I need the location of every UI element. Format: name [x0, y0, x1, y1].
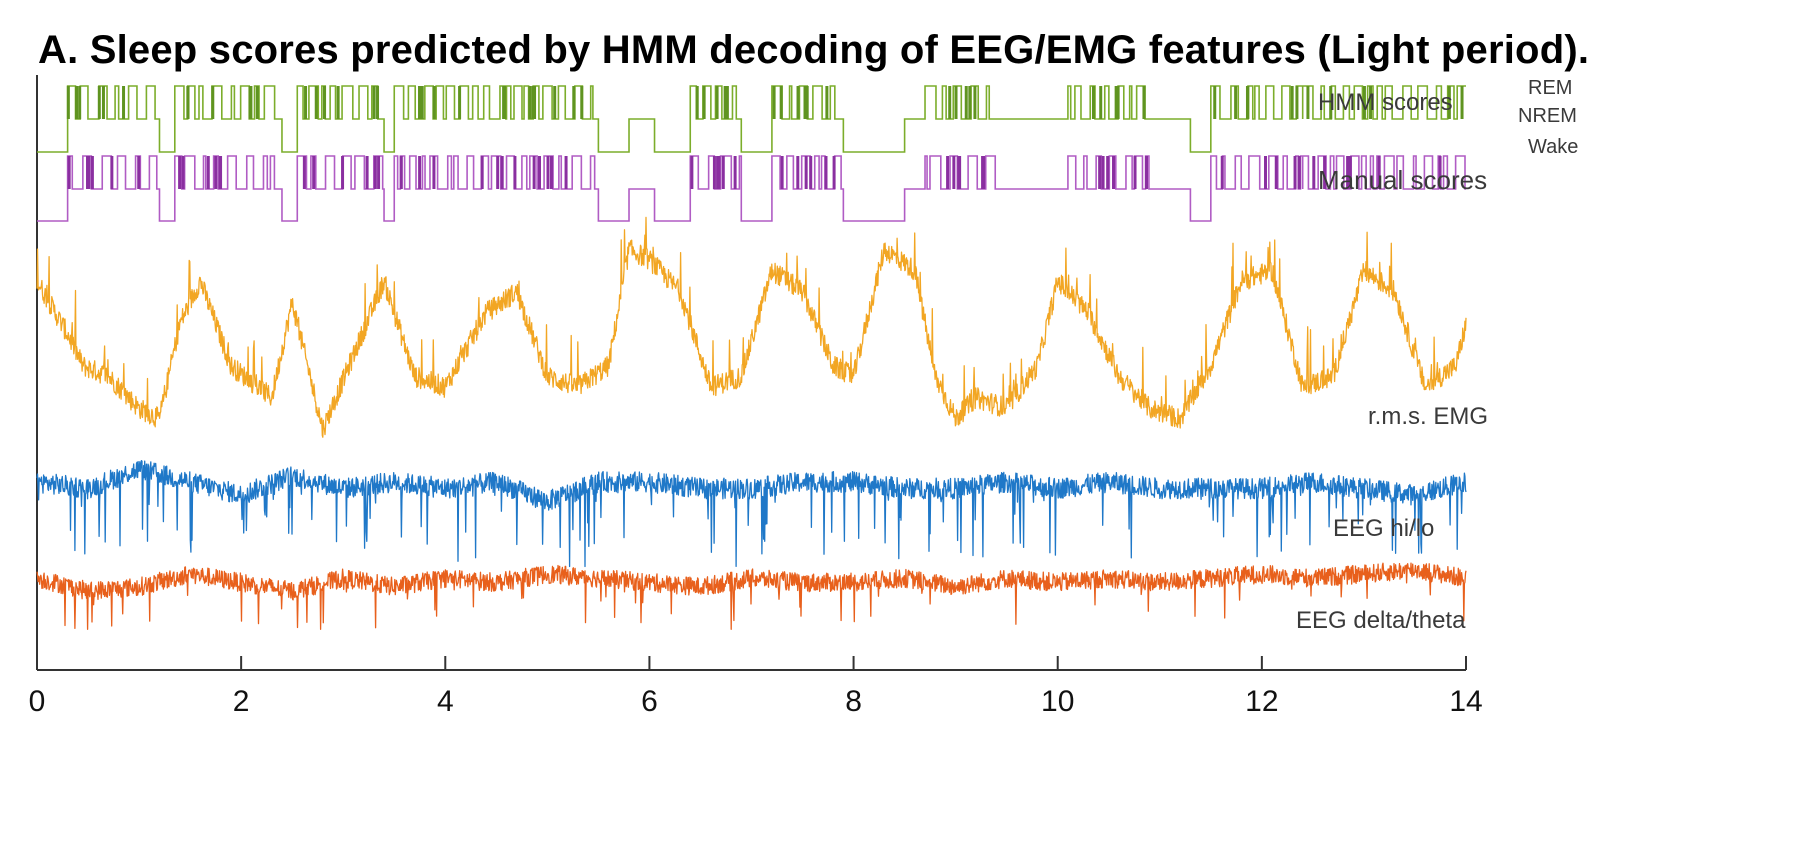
x-tick-label: 14 — [1449, 685, 1482, 718]
hypnogram-dense-marks — [67, 156, 1442, 189]
state-label-rem: REM — [1528, 77, 1572, 99]
x-tick-label: 6 — [641, 685, 658, 718]
manual-scores-label: Manual scores — [1318, 165, 1487, 195]
eeg-delta-theta-trace — [36, 562, 1467, 630]
state-label-nrem: NREM — [1518, 105, 1577, 127]
state-label-wake: Wake — [1528, 136, 1578, 158]
hypnogram-dense-marks — [66, 86, 1464, 119]
hypnogram-line — [37, 155, 1466, 222]
eeg-delta-theta-label: EEG delta/theta — [1296, 607, 1466, 634]
emg-trace — [36, 216, 1467, 438]
x-tick-label: 4 — [437, 685, 454, 718]
x-tick-label: 2 — [233, 685, 250, 718]
chart-title: A. Sleep scores predicted by HMM decodin… — [38, 28, 1590, 72]
eeg-hilo-trace — [36, 459, 1467, 568]
hypnogram-line — [37, 85, 1466, 153]
x-tick-label: 8 — [845, 685, 862, 718]
eeg-hilo-label: EEG hi/lo — [1333, 515, 1434, 542]
trace-labels: REM HMM scores NREM Wake Manual scores r… — [1296, 77, 1578, 634]
axes — [36, 75, 1466, 671]
emg-label: r.m.s. EMG — [1368, 403, 1488, 430]
x-tick-label: 10 — [1041, 685, 1074, 718]
traces — [36, 85, 1467, 630]
x-axis-ticks: 0 2 4 6 8 10 12 14 — [29, 656, 1483, 718]
manual-scores-trace — [37, 155, 1466, 222]
x-tick-label: 0 — [29, 685, 46, 718]
x-tick-label: 12 — [1245, 685, 1278, 718]
hmm-scores-label: HMM scores — [1318, 89, 1453, 116]
hmm-scores-trace — [37, 85, 1466, 153]
